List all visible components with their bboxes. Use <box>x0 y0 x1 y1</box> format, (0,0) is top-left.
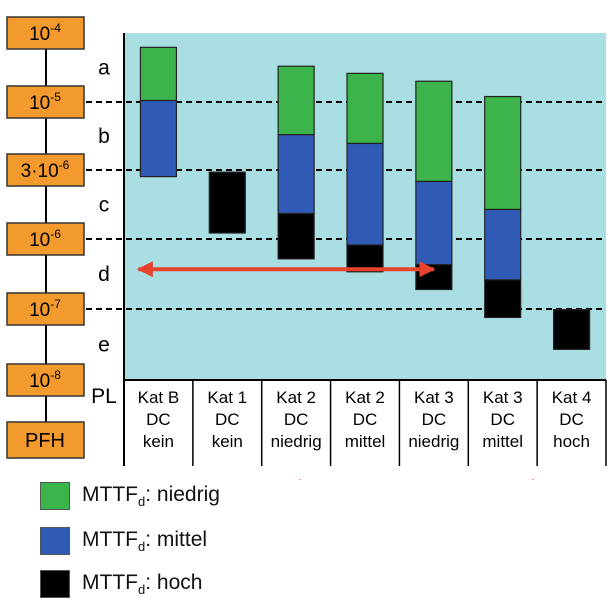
category-label-1-2: kein <box>212 432 243 451</box>
bar-niedrig-4 <box>415 80 453 183</box>
bar-hoch-5 <box>484 279 522 319</box>
bar-niedrig-2 <box>277 65 315 136</box>
legend-swatch-green <box>40 482 70 510</box>
y-axis-title-text: PFH <box>25 430 65 452</box>
y-tick-label: 10-8 <box>29 368 61 392</box>
y-tick-box <box>6 16 85 50</box>
legend-label-mittel: : mittel <box>145 527 208 551</box>
category-label-2-1: DC <box>284 410 309 429</box>
y-tick-5: 10-8 <box>6 363 85 397</box>
y-tick-box <box>6 222 85 256</box>
bar-niedrig-0 <box>139 46 178 102</box>
y-tick-box <box>6 363 85 397</box>
legend-swatch-blue <box>40 527 70 555</box>
y-tick-label: 3·10-6 <box>21 158 70 182</box>
y-tick-box <box>6 153 85 187</box>
bar-hoch-1 <box>208 171 246 234</box>
legend-item-niedrig: MTTFd: niedrig <box>40 482 220 510</box>
y-tick-box <box>6 85 85 119</box>
category-label-0-2: kein <box>143 432 174 451</box>
legend-item-mittel: MTTFd: mittel <box>40 527 207 555</box>
bar-hoch-2 <box>277 212 315 260</box>
y-tick-2: 3·10-6 <box>6 153 85 187</box>
pl-level-d: d <box>98 263 110 286</box>
y-tick-label: 10-6 <box>29 227 61 251</box>
category-label-3-2: mittel <box>345 432 386 451</box>
category-label-6-1: DC <box>559 410 584 429</box>
pfh-pl-chart: a b c d e PL 10-4 10-5 3·10-6 10-6 10-7 10-8 PFH Kat … <box>6 16 607 480</box>
legend-item-hoch: MTTFd: hoch <box>40 570 202 598</box>
legend-label-hoch: : hoch <box>145 570 203 594</box>
category-label-1-0: Kat 1 <box>207 388 247 407</box>
bar-niedrig-5 <box>484 95 522 211</box>
legend-prefix: MTTF <box>82 527 138 551</box>
category-label-6-2: hoch <box>553 432 590 451</box>
legend-sub: d <box>137 539 146 555</box>
category-label-0-0: Kat B <box>138 388 180 407</box>
category-label-5-0: Kat 3 <box>483 388 523 407</box>
bar-mittel-4 <box>415 180 453 266</box>
category-label-1-1: DC <box>215 410 240 429</box>
y-tick-0: 10-4 <box>6 16 85 50</box>
y-tick-1: 10-5 <box>6 85 85 119</box>
category-label-2-2: niedrig <box>271 432 322 451</box>
y-tick-4: 10-7 <box>6 292 85 326</box>
bar-niedrig-3 <box>346 72 384 145</box>
pl-level-e: e <box>98 334 110 357</box>
legend-prefix: MTTF <box>82 482 138 506</box>
category-label-2-0: Kat 2 <box>276 388 316 407</box>
pl-label: PL <box>91 385 117 408</box>
category-label-4-2: niedrig <box>408 432 459 451</box>
pl-level-a: a <box>98 57 110 80</box>
y-tick-label: 10-5 <box>29 90 61 114</box>
legend-sub: d <box>137 582 146 598</box>
y-tick-3: 10-6 <box>6 222 85 256</box>
category-label-4-0: Kat 3 <box>414 388 454 407</box>
y-tick-label: 10-4 <box>29 21 61 45</box>
pl-level-c: c <box>99 194 110 217</box>
category-label-6-0: Kat 4 <box>552 388 592 407</box>
bar-hoch-6 <box>552 309 591 350</box>
pl-level-b: b <box>98 125 110 148</box>
y-tick-label: 10-7 <box>29 297 61 321</box>
category-label-4-1: DC <box>422 410 447 429</box>
y-axis-title: PFH <box>6 421 85 459</box>
category-label-5-1: DC <box>490 410 515 429</box>
legend-label-niedrig: : niedrig <box>145 482 220 506</box>
bar-mittel-5 <box>484 208 522 281</box>
bar-mittel-0 <box>139 99 178 178</box>
legend-sub: d <box>137 494 146 510</box>
category-label-3-0: Kat 2 <box>345 388 385 407</box>
category-label-3-1: DC <box>353 410 378 429</box>
legend-swatch-black <box>40 570 70 598</box>
y-tick-box <box>6 292 85 326</box>
y-axis-title-box <box>6 421 85 459</box>
bar-mittel-3 <box>346 142 384 246</box>
category-label-5-2: mittel <box>482 432 523 451</box>
bar-mittel-2 <box>277 134 315 215</box>
legend-prefix: MTTF <box>82 570 138 594</box>
category-label-0-1: DC <box>146 410 171 429</box>
